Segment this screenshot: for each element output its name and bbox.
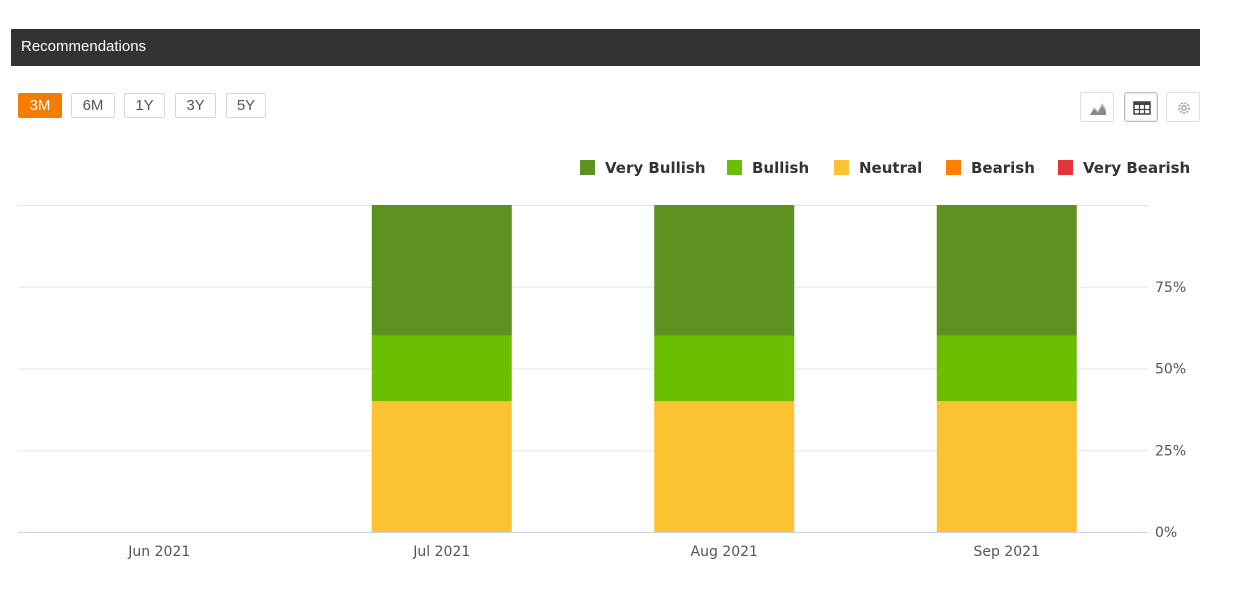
range-1y-button[interactable]: 1Y: [124, 93, 165, 118]
x-tick-label: Jul 2021: [412, 544, 470, 560]
range-6m-button[interactable]: 6M: [71, 93, 115, 118]
bar-segment-neutral: [936, 401, 1077, 532]
legend-swatch: [1058, 160, 1073, 175]
bar-segment-very-bullish: [936, 205, 1077, 336]
header-title: Recommendations: [21, 38, 147, 55]
chart-view-button[interactable]: [1080, 92, 1114, 122]
legend-swatch: [946, 160, 961, 175]
legend-label: Bullish: [752, 159, 810, 177]
recommendations-header: Recommendations: [11, 29, 1200, 66]
area-chart-icon: [1090, 103, 1106, 115]
range-3m-button[interactable]: 3M: [18, 93, 62, 118]
y-tick-label: 75%: [1155, 280, 1186, 296]
legend-label: Very Bearish: [1083, 159, 1191, 177]
bar-segment-neutral: [371, 401, 512, 532]
legend-swatch: [834, 160, 849, 175]
legend-label: Neutral: [859, 159, 923, 177]
y-tick-label: 25%: [1155, 443, 1186, 459]
range-3y-button[interactable]: 3Y: [175, 93, 216, 118]
x-tick-label: Sep 2021: [974, 544, 1040, 560]
legend-label: Bearish: [971, 159, 1035, 177]
bar-segment-neutral: [654, 401, 795, 532]
legend-swatch: [727, 160, 742, 175]
bar-segment-bullish: [936, 335, 1077, 402]
y-tick-label: 50%: [1155, 362, 1186, 378]
range-5y-button[interactable]: 5Y: [226, 93, 266, 118]
bar-segment-bullish: [371, 335, 512, 402]
legend-swatch: [580, 160, 595, 175]
bar-segment-bullish: [654, 335, 795, 402]
table-view-button[interactable]: [1124, 92, 1158, 122]
legend-label: Very Bullish: [605, 159, 706, 177]
y-tick-label: 0%: [1155, 525, 1177, 541]
settings-gear-icon: [1178, 102, 1190, 114]
bar-segment-very-bullish: [654, 205, 795, 336]
bar-segment-very-bullish: [371, 205, 512, 336]
table-icon: [1133, 101, 1151, 115]
settings-button[interactable]: [1166, 92, 1200, 122]
x-tick-label: Aug 2021: [691, 544, 758, 560]
x-tick-label: Jun 2021: [127, 544, 190, 560]
